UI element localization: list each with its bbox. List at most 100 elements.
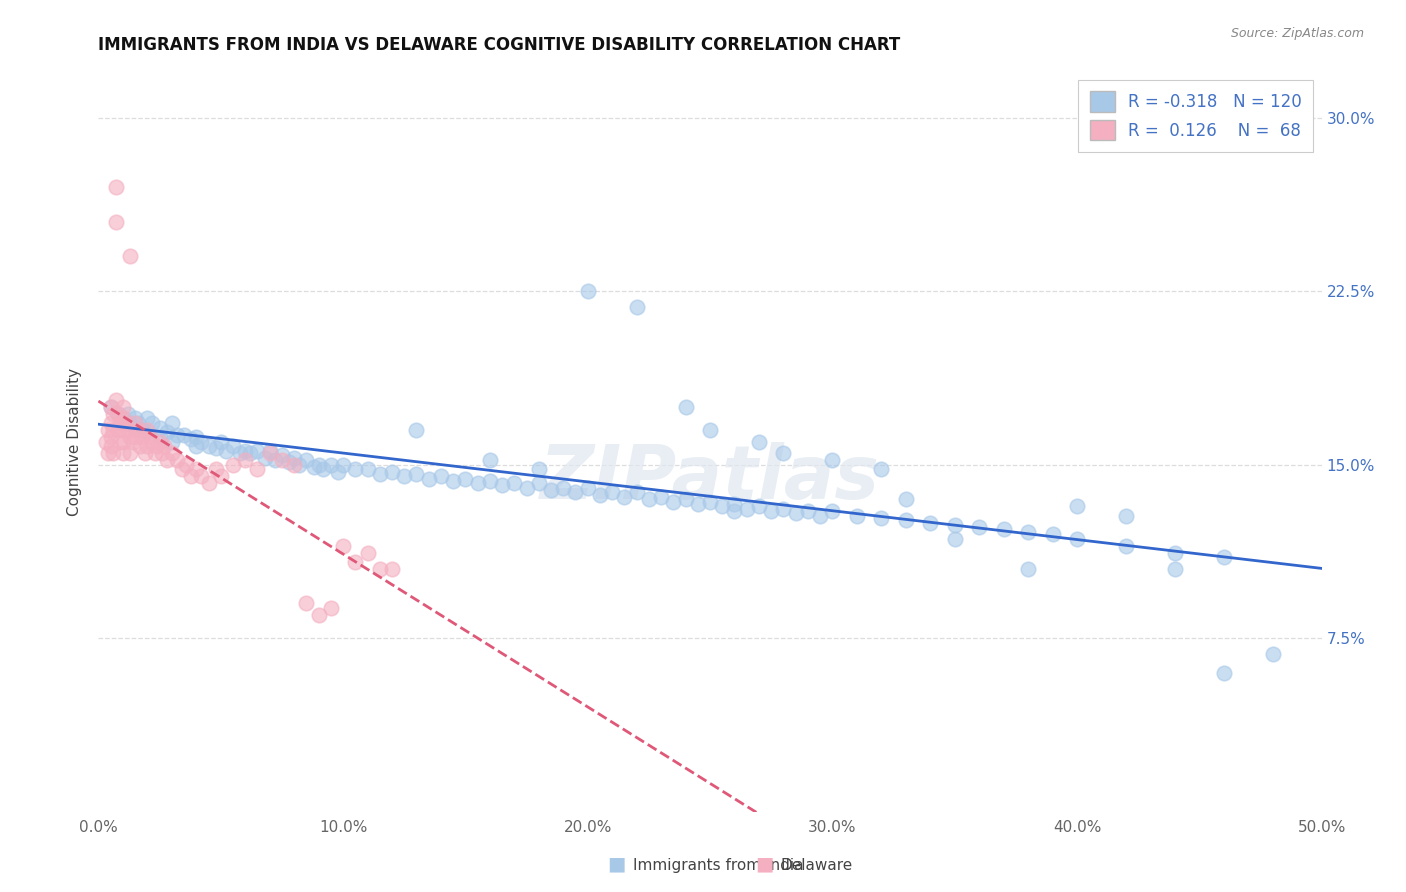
Point bbox=[283, 458, 305, 472]
Point bbox=[111, 411, 134, 425]
Point bbox=[699, 494, 721, 508]
Point bbox=[120, 446, 142, 460]
Point bbox=[405, 467, 427, 481]
Point bbox=[111, 416, 134, 430]
Point bbox=[197, 439, 219, 453]
Point bbox=[344, 555, 367, 569]
Point bbox=[392, 469, 416, 483]
Point bbox=[100, 439, 122, 453]
Point bbox=[430, 469, 453, 483]
Point bbox=[104, 215, 127, 229]
Point bbox=[253, 450, 276, 465]
Point bbox=[381, 465, 404, 479]
Point bbox=[127, 423, 149, 437]
Point bbox=[1212, 665, 1234, 680]
Point bbox=[270, 449, 294, 463]
Point bbox=[246, 443, 269, 458]
Point bbox=[124, 420, 146, 434]
Point bbox=[540, 483, 562, 497]
Point bbox=[797, 504, 820, 518]
Point bbox=[270, 453, 294, 467]
Point bbox=[136, 439, 159, 453]
Point bbox=[107, 423, 129, 437]
Point bbox=[160, 416, 183, 430]
Point bbox=[675, 492, 697, 507]
Point bbox=[176, 458, 198, 472]
Point bbox=[723, 497, 745, 511]
Point bbox=[553, 481, 575, 495]
Point bbox=[120, 416, 142, 430]
Point bbox=[111, 434, 134, 449]
Point bbox=[1066, 532, 1088, 546]
Point bbox=[149, 434, 172, 449]
Point bbox=[478, 474, 501, 488]
Point bbox=[233, 453, 256, 467]
Point bbox=[214, 443, 236, 458]
Point bbox=[441, 474, 464, 488]
Point bbox=[131, 423, 153, 437]
Point bbox=[600, 485, 623, 500]
Point bbox=[180, 432, 202, 446]
Point bbox=[134, 446, 156, 460]
Point bbox=[564, 485, 586, 500]
Point bbox=[650, 490, 672, 504]
Point bbox=[312, 462, 335, 476]
Point bbox=[527, 462, 550, 476]
Point bbox=[576, 284, 599, 298]
Point bbox=[748, 500, 770, 514]
Point bbox=[150, 446, 173, 460]
Point bbox=[283, 450, 305, 465]
Point bbox=[143, 446, 166, 460]
Point bbox=[418, 472, 440, 486]
Point bbox=[205, 442, 228, 456]
Point bbox=[117, 407, 139, 421]
Point bbox=[100, 400, 122, 414]
Point bbox=[295, 597, 318, 611]
Legend: R = -0.318   N = 120, R =  0.126    N =  68: R = -0.318 N = 120, R = 0.126 N = 68 bbox=[1078, 79, 1313, 152]
Point bbox=[785, 506, 807, 520]
Point bbox=[589, 488, 612, 502]
Point bbox=[1261, 648, 1284, 662]
Point bbox=[100, 400, 122, 414]
Point bbox=[332, 539, 354, 553]
Point bbox=[993, 523, 1015, 537]
Text: ■: ■ bbox=[755, 855, 773, 873]
Point bbox=[368, 467, 391, 481]
Point bbox=[186, 430, 208, 444]
Point bbox=[222, 439, 245, 453]
Point bbox=[222, 458, 245, 472]
Point bbox=[675, 400, 697, 414]
Point bbox=[197, 476, 219, 491]
Point bbox=[943, 532, 966, 546]
Point bbox=[454, 472, 477, 486]
Point bbox=[127, 416, 149, 430]
Point bbox=[111, 400, 134, 414]
Point bbox=[110, 416, 132, 430]
Point bbox=[186, 462, 208, 476]
Point bbox=[772, 501, 794, 516]
Point bbox=[1164, 562, 1187, 576]
Point bbox=[1115, 539, 1137, 553]
Point bbox=[1066, 500, 1088, 514]
Text: Source: ZipAtlas.com: Source: ZipAtlas.com bbox=[1230, 27, 1364, 40]
Point bbox=[699, 423, 721, 437]
Point bbox=[139, 430, 162, 444]
Point bbox=[246, 462, 269, 476]
Point bbox=[136, 425, 159, 440]
Text: Delaware: Delaware bbox=[780, 858, 852, 872]
Point bbox=[967, 520, 990, 534]
Point bbox=[613, 490, 636, 504]
Point bbox=[920, 516, 942, 530]
Point bbox=[259, 446, 281, 460]
Point bbox=[637, 492, 661, 507]
Point bbox=[319, 601, 342, 615]
Point bbox=[124, 416, 146, 430]
Point bbox=[295, 453, 318, 467]
Y-axis label: Cognitive Disability: Cognitive Disability bbox=[67, 368, 83, 516]
Point bbox=[111, 423, 134, 437]
Point bbox=[405, 423, 427, 437]
Point bbox=[1042, 527, 1064, 541]
Point bbox=[136, 423, 159, 437]
Point bbox=[190, 469, 212, 483]
Point bbox=[772, 446, 794, 460]
